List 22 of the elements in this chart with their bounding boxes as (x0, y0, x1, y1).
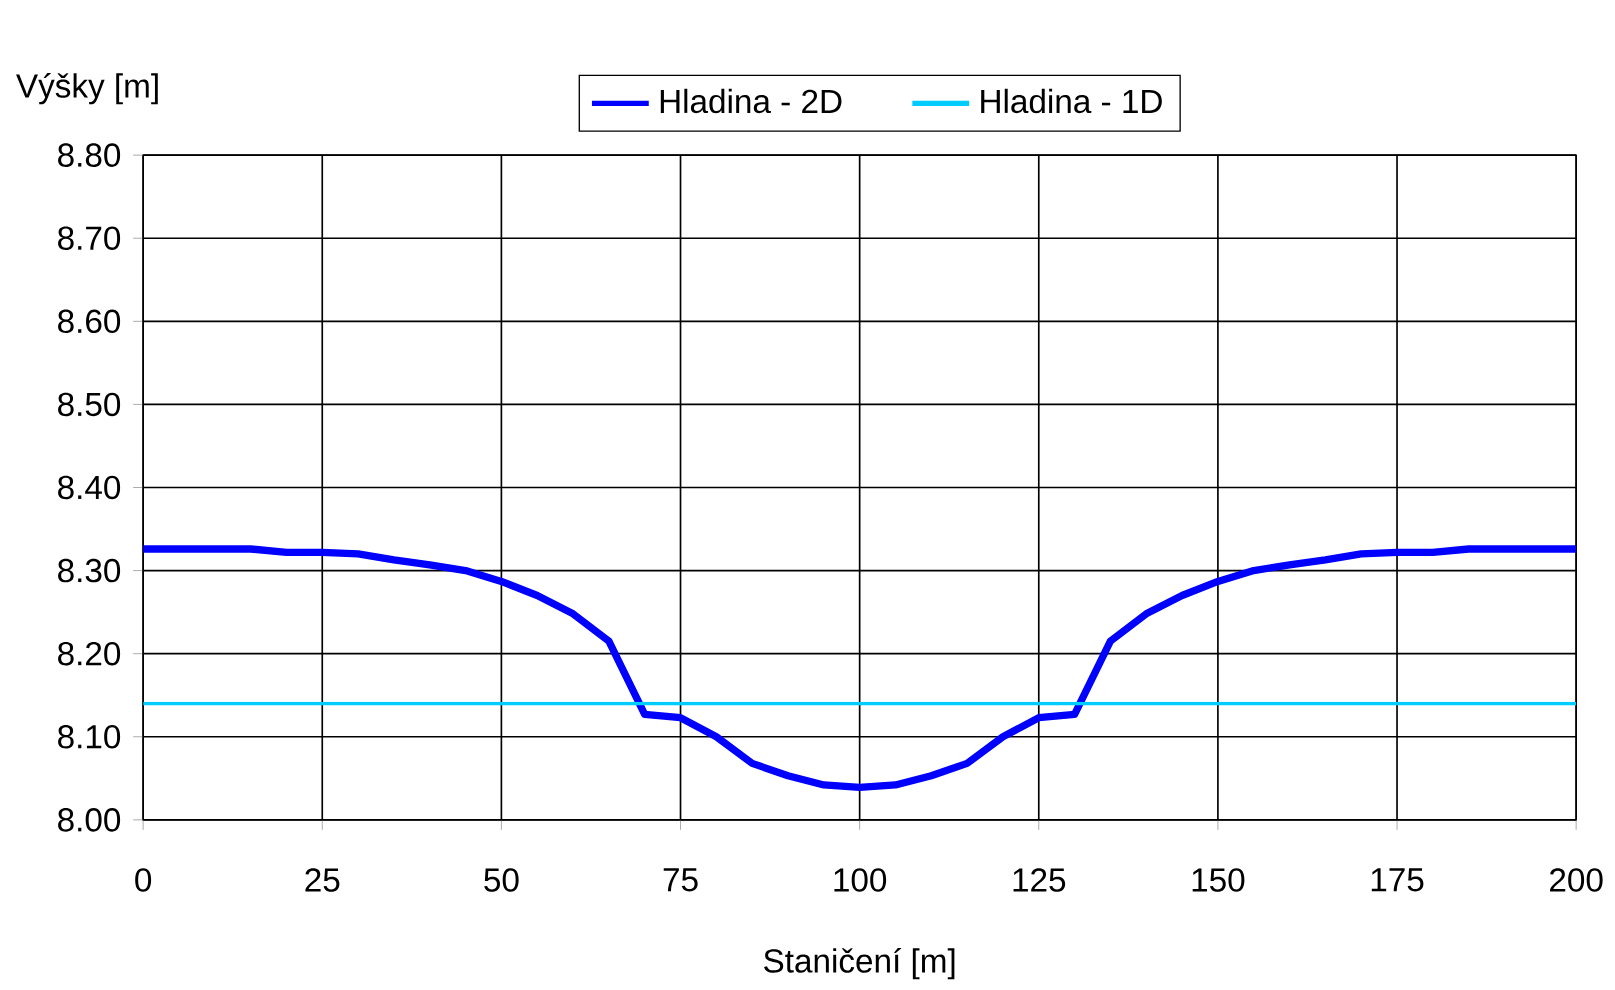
x-tick-label: 150 (1192, 868, 1245, 892)
legend-label: Hladina - 2D (660, 88, 842, 113)
y-axis-title: Výšky [m] (16, 72, 158, 105)
x-tick-label: 125 (1013, 868, 1066, 892)
x-tick-label: 50 (484, 868, 519, 892)
y-tick-label: 8.20 (58, 641, 121, 666)
y-tick-label: 8.40 (58, 475, 121, 500)
x-tick-label: 200 (1550, 868, 1603, 892)
x-tick-label: 75 (663, 868, 698, 892)
y-tick-label: 8.30 (58, 558, 121, 583)
x-axis-title: Staničení [m] (764, 947, 955, 980)
x-tick-label: 100 (834, 868, 887, 892)
y-tick-label: 8.80 (58, 143, 121, 167)
legend-label: Hladina - 1D (981, 88, 1162, 113)
y-tick-label: 8.70 (58, 226, 121, 250)
y-tick-label: 8.60 (58, 309, 121, 333)
x-tick-label: 0 (135, 868, 152, 892)
x-tick-label: 25 (305, 868, 340, 892)
y-tick-label: 8.10 (58, 724, 121, 749)
x-tick-label: 175 (1371, 868, 1424, 892)
y-tick-label: 8.50 (58, 392, 121, 416)
y-tick-label: 8.00 (58, 807, 121, 832)
